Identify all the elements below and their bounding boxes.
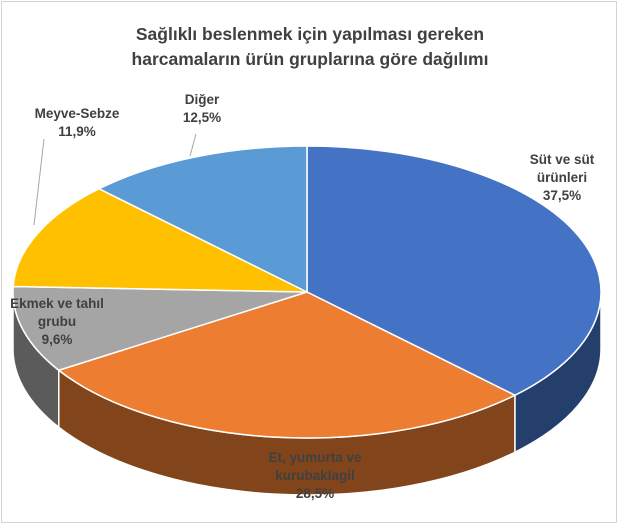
leader-lines — [33, 133, 197, 226]
data-label-category: Et, yumurta ve — [268, 450, 362, 465]
data-label-category: grubu — [38, 314, 76, 329]
data-label-category: Süt ve süt — [530, 152, 595, 167]
pie-slice-meyve-sebze — [12, 187, 308, 293]
pie-tops — [12, 145, 602, 439]
data-label-ekmek-ve-tahil: Ekmek ve tahıl grubu 9,6% — [10, 296, 104, 347]
data-label-sut-ve-sut: Süt ve süt ürünleri 37,5% — [530, 152, 595, 203]
data-label-diger: Diğer 12,5% — [183, 92, 221, 125]
data-label-et-yumurta-ve: Et, yumurta ve kurubaklagil 28,5% — [268, 450, 362, 501]
chart-title: Sağlıklı beslenmek için yapılması gereke… — [0, 22, 620, 72]
data-label-value: 12,5% — [183, 110, 221, 125]
data-label-category: kurubaklagil — [275, 468, 355, 483]
data-label-category: Meyve-Sebze — [35, 106, 120, 121]
pie-slice-et-yumurta-ve — [57, 291, 517, 439]
pie-slice-diger — [97, 145, 308, 294]
data-label-value: 11,9% — [58, 124, 96, 139]
data-label-value: 28,5% — [296, 486, 334, 501]
data-label-value: 9,6% — [42, 332, 73, 347]
data-labels: Süt ve süt ürünleri 37,5% Et, yumurta ve kur… — [10, 92, 595, 501]
chart-title-line-2: harcamaların ürün gruplarına göre dağılı… — [131, 49, 489, 69]
leader-line-meyve-sebze — [33, 138, 45, 226]
pie-slice-ekmek-ve-tahil — [12, 285, 308, 372]
pie-slice-sut-ve-sut — [306, 145, 602, 397]
chart-title-line-1: Sağlıklı beslenmek için yapılması gereke… — [135, 24, 485, 44]
data-label-category: ürünleri — [537, 170, 587, 185]
data-label-meyve-sebze: Meyve-Sebze 11,9% — [35, 106, 120, 139]
data-label-category: Ekmek ve tahıl — [10, 296, 104, 311]
data-label-category: Diğer — [185, 92, 220, 107]
data-label-value: 37,5% — [543, 188, 581, 203]
leader-line-diger — [189, 133, 197, 157]
